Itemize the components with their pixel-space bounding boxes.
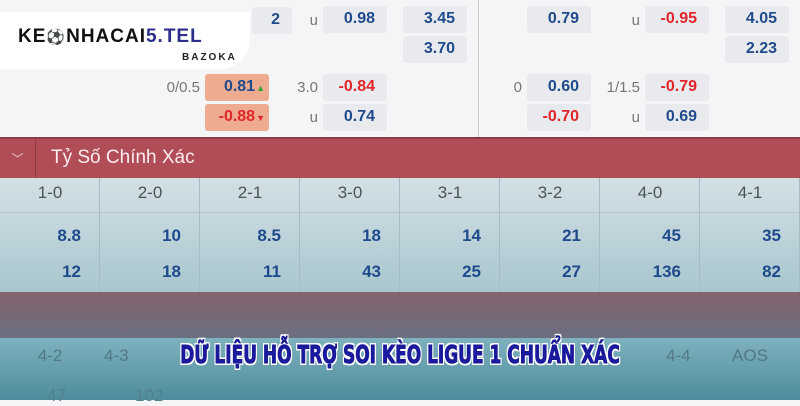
site-logo: KE⚽NHACAI5.TEL BAZOKA [0,12,250,69]
total-label: 1/1.5 [606,79,640,96]
odds-cell[interactable]: -0.84 [323,74,387,101]
score-label: 4-0 [637,183,663,202]
section-header[interactable]: ﹀ Tỷ Số Chính Xác [0,137,800,178]
score-column: 2-1 8.5 11 [200,178,300,292]
odds-cell[interactable]: 4.05 [725,6,789,33]
score-column: 2-0 10 18 [100,178,200,292]
odds-cell[interactable]: 0.98 [323,6,387,33]
odds-cell[interactable]: -0.70 [527,104,591,131]
promo-banner-title: DỮ LIỆU HỖ TRỢ SOI KÈO LIGUE 1 CHUẨN XÁC [180,340,620,370]
score-column: 4-0 45 136 [600,178,700,292]
score-odds-away[interactable]: 25 [462,262,481,281]
score-label: 4-3 [104,346,129,365]
odds-cell[interactable]: -0.95 [645,6,709,33]
score-odds-away[interactable]: 12 [62,262,81,281]
correct-score-table: 1-0 8.8 12 2-0 10 18 2-1 8.5 11 3-0 18 43 3-… [0,178,800,292]
odds-cell[interactable]: -0.79 [645,74,709,101]
handicap-label: 0/0.5 [166,79,200,96]
score-odds-away[interactable]: 18 [162,262,181,281]
odds-cell[interactable]: 0.69 [645,104,709,131]
score-odds-home[interactable]: 21 [562,226,581,245]
score-label: 1-0 [37,183,63,202]
score-odds-away[interactable]: 27 [562,262,581,281]
score-odds-away[interactable]: 43 [362,262,381,281]
row-divider [400,212,499,213]
handicap-label: 0 [513,79,522,96]
score-odds-home[interactable]: 35 [762,226,781,245]
score-label: 2-1 [237,183,263,202]
odds-cell[interactable]: -0.88▼ [205,104,269,131]
odds-cell[interactable]: 0.60 [527,74,591,101]
score-odds-home[interactable]: 10 [162,226,181,245]
row-divider [0,212,99,213]
score-odds-away[interactable]: 11 [263,262,281,281]
odds-cell[interactable]: 3.45 [403,6,467,33]
logo-text: KE⚽NHACAI5.TEL [18,26,203,48]
under-label: u [631,12,640,29]
odds-value: 0.81 [223,78,256,95]
odds-cell[interactable]: 2.23 [725,36,789,63]
score-odds-home[interactable]: 8.5 [257,226,281,245]
score-odds-home[interactable]: 14 [462,226,481,245]
under-label: u [631,109,640,126]
logo-part: NHACAI [66,26,146,47]
row-divider [500,212,599,213]
score-label: AOS [732,346,768,365]
score-odds[interactable]: 102 [135,386,164,405]
row-divider [200,212,299,213]
score-label: 4-2 [37,346,63,365]
score-column: 3-2 21 27 [500,178,600,292]
odds-table: 2 u 0.98 3.45 3.70 0.79 u -0.95 4.05 2.2… [0,0,800,137]
score-odds-away[interactable]: 136 [652,262,681,281]
under-label: u [309,109,318,126]
score-odds-home[interactable]: 8.8 [57,226,81,245]
score-column: 4-1 35 82 [700,178,800,292]
score-odds[interactable]: 47 [47,386,66,405]
score-odds-home[interactable]: 45 [662,226,681,245]
score-label: 3-2 [537,183,563,202]
score-label: 2-0 [137,183,163,202]
logo-subtitle: BAZOKA [182,52,237,63]
odds-cell[interactable]: 0.81▲ [205,74,269,101]
odds-cell[interactable]: 0.79 [527,6,591,33]
logo-part: 5.TEL [145,26,203,47]
score-label: 3-0 [337,183,363,202]
score-label: 4-4 [666,346,691,365]
score-odds-away[interactable]: 82 [762,262,781,281]
total-label: 3.0 [297,79,318,96]
score-column: 1-0 8.8 12 [0,178,100,292]
row-divider [300,212,399,213]
odds-cell[interactable]: 3.70 [403,36,467,63]
odds-cell[interactable]: 0.74 [323,104,387,131]
soccer-ball-icon: ⚽ [46,29,67,46]
arrow-down-icon: ▼ [256,113,265,123]
column-divider [478,0,479,137]
section-divider-band [0,292,800,338]
score-odds-home[interactable]: 18 [362,226,381,245]
row-divider [100,212,199,213]
odds-cell[interactable]: 2 [252,7,292,34]
arrow-up-icon: ▲ [256,83,265,93]
score-column: 3-0 18 43 [300,178,400,292]
row-divider [600,212,699,213]
under-label: u [309,12,318,29]
section-title: Tỷ Số Chính Xác [51,147,195,168]
chevron-down-icon[interactable]: ﹀ [0,139,36,178]
logo-part: KE [18,26,47,47]
score-label: 4-1 [737,183,763,202]
score-label: 3-1 [437,183,463,202]
odds-value: -0.88 [218,108,256,125]
row-divider [700,212,799,213]
score-column: 3-1 14 25 [400,178,500,292]
